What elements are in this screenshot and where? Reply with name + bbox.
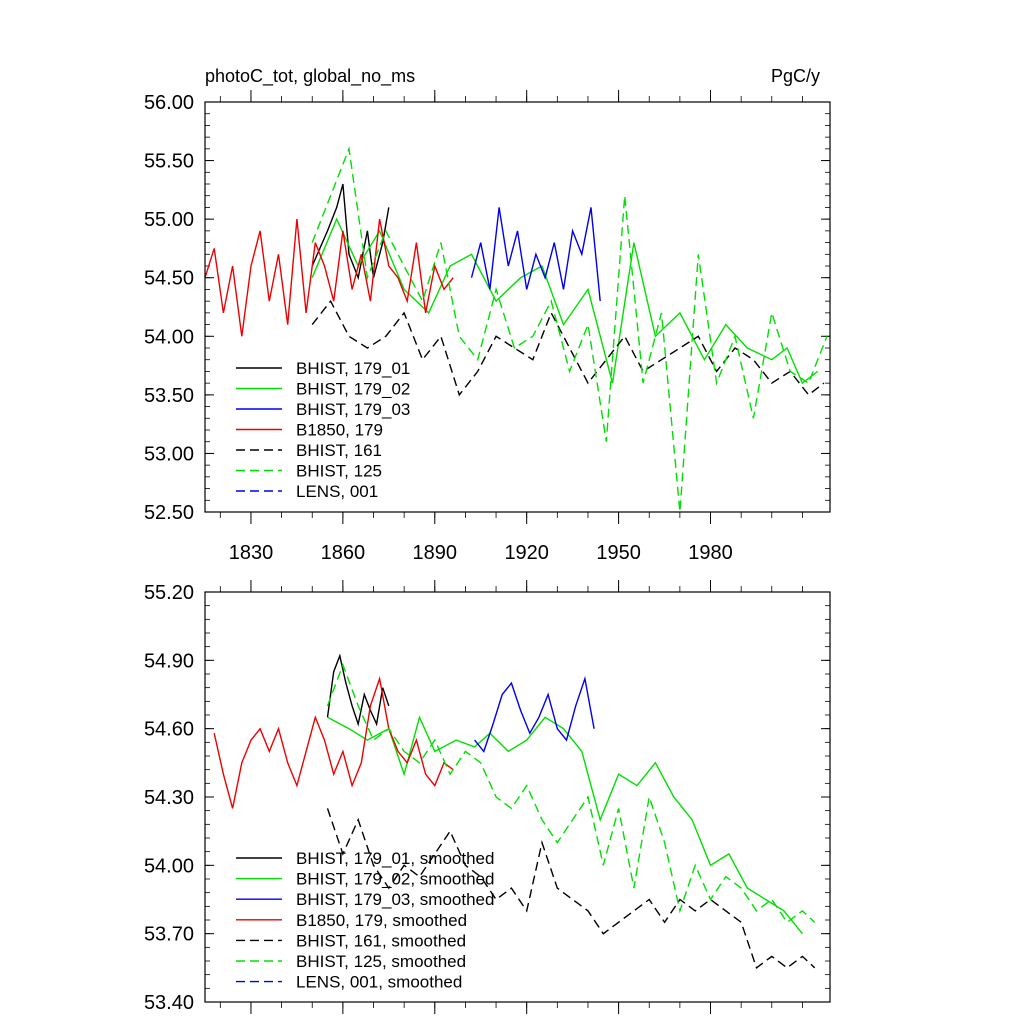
legend: BHIST, 179_01, smoothed BHIST, 179_02, sm… [236, 849, 494, 992]
series-line-1 [326, 653, 390, 727]
y-tick-label: 54.00 [144, 326, 194, 348]
y-tick-label: 55.00 [144, 209, 194, 231]
chart-panel-1: photoC_tot, global_no_ms PgC/y 52.50 53.00 5… [144, 66, 831, 564]
chart-panel-2: 53.40 53.70 54.00 54.30 54.60 54.90 55.20 BHIST… [144, 580, 831, 1014]
chart-title: photoC_tot, global_no_ms [205, 66, 415, 87]
legend-label: BHIST, 179_03 [296, 400, 410, 419]
x-tick-label: 1830 [229, 542, 274, 564]
y-tick-label: 54.00 [144, 855, 194, 877]
series-line-5 [311, 299, 825, 397]
series-line-2 [327, 715, 803, 935]
series-line-4 [204, 218, 454, 337]
series-line-6 [311, 146, 828, 513]
y-tick-label: 52.50 [144, 502, 194, 524]
x-tick-label: 1860 [321, 542, 366, 564]
series-line-2 [311, 217, 819, 385]
legend-label: BHIST, 161 [296, 441, 382, 460]
series-line-3 [470, 207, 601, 302]
y-tick-label: 55.20 [144, 582, 194, 604]
plot-frame [204, 591, 831, 1003]
y-tick-label: 54.60 [144, 719, 194, 741]
units-label: PgC/y [771, 66, 820, 86]
x-tick-label: 1950 [596, 542, 641, 564]
legend-label: BHIST, 179_03, smoothed [296, 890, 494, 909]
series-line-5 [326, 808, 816, 969]
plot-frame [204, 101, 831, 513]
legend-label: BHIST, 125 [296, 462, 382, 481]
y-tick-label: 53.50 [144, 385, 194, 407]
legend-label: B1850, 179, smoothed [296, 911, 467, 930]
legend-label: BHIST, 179_01, smoothed [296, 849, 494, 868]
y-tick-label: 54.90 [144, 650, 194, 672]
legend-label: BHIST, 161, smoothed [296, 931, 466, 950]
legend-label: BHIST, 179_02 [296, 380, 410, 399]
legend-label: BHIST, 179_02, smoothed [296, 870, 494, 889]
series-line-3 [474, 675, 595, 753]
series-line-1 [311, 183, 390, 281]
y-tick-label: 56.00 [144, 92, 194, 114]
legend-label: B1850, 179 [296, 421, 383, 440]
series-line-4 [213, 675, 454, 809]
y-tick-label: 53.00 [144, 443, 194, 465]
x-tick-label: 1920 [504, 542, 549, 564]
y-tick-label: 53.70 [144, 924, 194, 946]
legend-label: LENS, 001, smoothed [296, 973, 462, 992]
series-line-6 [326, 662, 816, 924]
x-tick-label: 1890 [413, 542, 458, 564]
legend-label: BHIST, 179_01 [296, 359, 410, 378]
y-tick-label: 54.30 [144, 787, 194, 809]
x-tick-label: 1980 [688, 542, 733, 564]
legend-label: BHIST, 125, smoothed [296, 952, 466, 971]
legend-label: LENS, 001 [296, 482, 378, 501]
y-tick-label: 54.50 [144, 268, 194, 290]
y-tick-label: 53.40 [144, 992, 194, 1014]
y-tick-label: 55.50 [144, 151, 194, 173]
